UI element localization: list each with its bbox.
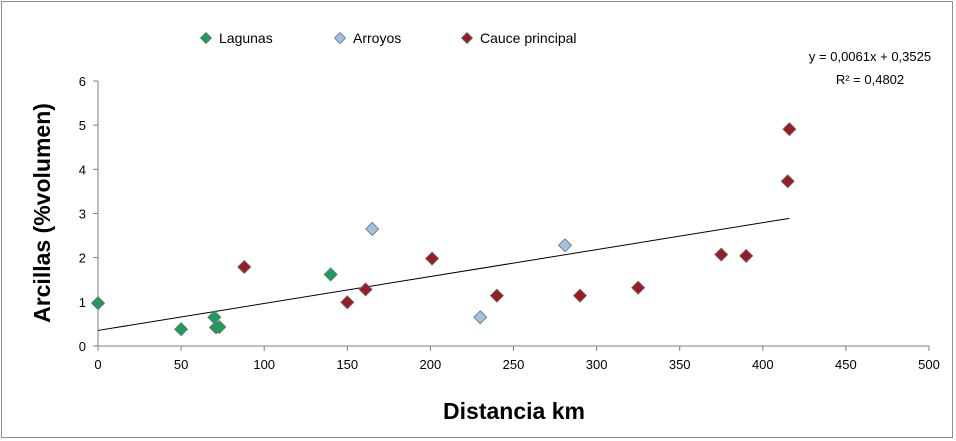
x-tick-label: 200 bbox=[420, 357, 442, 372]
data-point-cauce-principal bbox=[739, 248, 754, 263]
legend-marker-arroyos bbox=[333, 31, 347, 45]
legend-label-lagunas: Lagunas bbox=[219, 30, 273, 46]
x-tick-label: 500 bbox=[918, 357, 940, 372]
y-tick-label: 2 bbox=[79, 251, 86, 266]
x-tick-label: 450 bbox=[835, 357, 857, 372]
data-point-cauce-principal bbox=[780, 174, 795, 189]
data-point-lagunas bbox=[323, 267, 338, 282]
x-axis-title: Distancia km bbox=[443, 398, 585, 424]
y-tick-label: 1 bbox=[79, 295, 86, 310]
data-point-cauce-principal bbox=[714, 247, 729, 262]
data-point-lagunas bbox=[212, 319, 227, 335]
data-point-arroyos bbox=[473, 310, 488, 325]
x-tick-label: 400 bbox=[752, 357, 774, 372]
plot-area: 0 50 100 150 200 250 300 350 400 450 500 0 1 2 3 4 5 6 bbox=[79, 74, 940, 372]
y-tick-label: 6 bbox=[79, 74, 86, 89]
x-tick-label: 250 bbox=[503, 357, 525, 372]
legend-label-cauce-principal: Cauce principal bbox=[480, 30, 577, 46]
trendline-equation: y = 0,0061x + 0,3525 bbox=[809, 49, 931, 64]
data-point-cauce-principal bbox=[358, 282, 373, 297]
legend: Lagunas Arroyos Cauce principal bbox=[199, 30, 577, 46]
x-tick-label: 350 bbox=[669, 357, 691, 372]
x-tick-label: 150 bbox=[336, 357, 358, 372]
trendline bbox=[97, 217, 790, 331]
legend-marker-cauce-principal bbox=[460, 31, 474, 45]
y-tick-label: 3 bbox=[79, 207, 86, 222]
data-point-cauce-principal bbox=[424, 251, 440, 266]
trendline-r2: R² = 0,4802 bbox=[836, 72, 904, 87]
data-point-cauce-principal bbox=[489, 288, 504, 303]
legend-label-arroyos: Arroyos bbox=[353, 30, 401, 46]
data-point-cauce-principal bbox=[237, 259, 252, 275]
data-point-cauce-principal bbox=[631, 280, 646, 295]
y-tick-label: 0 bbox=[79, 339, 86, 354]
x-tick-label: 100 bbox=[253, 357, 275, 372]
data-point-cauce-principal bbox=[340, 295, 355, 310]
x-tick-label: 300 bbox=[586, 357, 608, 372]
data-point-cauce-principal bbox=[572, 288, 588, 303]
x-tick-label: 0 bbox=[94, 357, 101, 372]
data-point-lagunas bbox=[90, 296, 106, 311]
y-tick-label: 5 bbox=[79, 118, 86, 133]
data-point-arroyos bbox=[557, 238, 573, 253]
y-axis-title: Arcillas (%volumen) bbox=[29, 103, 55, 323]
legend-marker-lagunas bbox=[199, 31, 213, 45]
data-point-arroyos bbox=[365, 221, 380, 237]
y-tick-label: 4 bbox=[79, 162, 86, 177]
x-tick-label: 50 bbox=[174, 357, 188, 372]
data-point-cauce-principal bbox=[782, 122, 797, 137]
data-point-lagunas bbox=[174, 322, 189, 337]
